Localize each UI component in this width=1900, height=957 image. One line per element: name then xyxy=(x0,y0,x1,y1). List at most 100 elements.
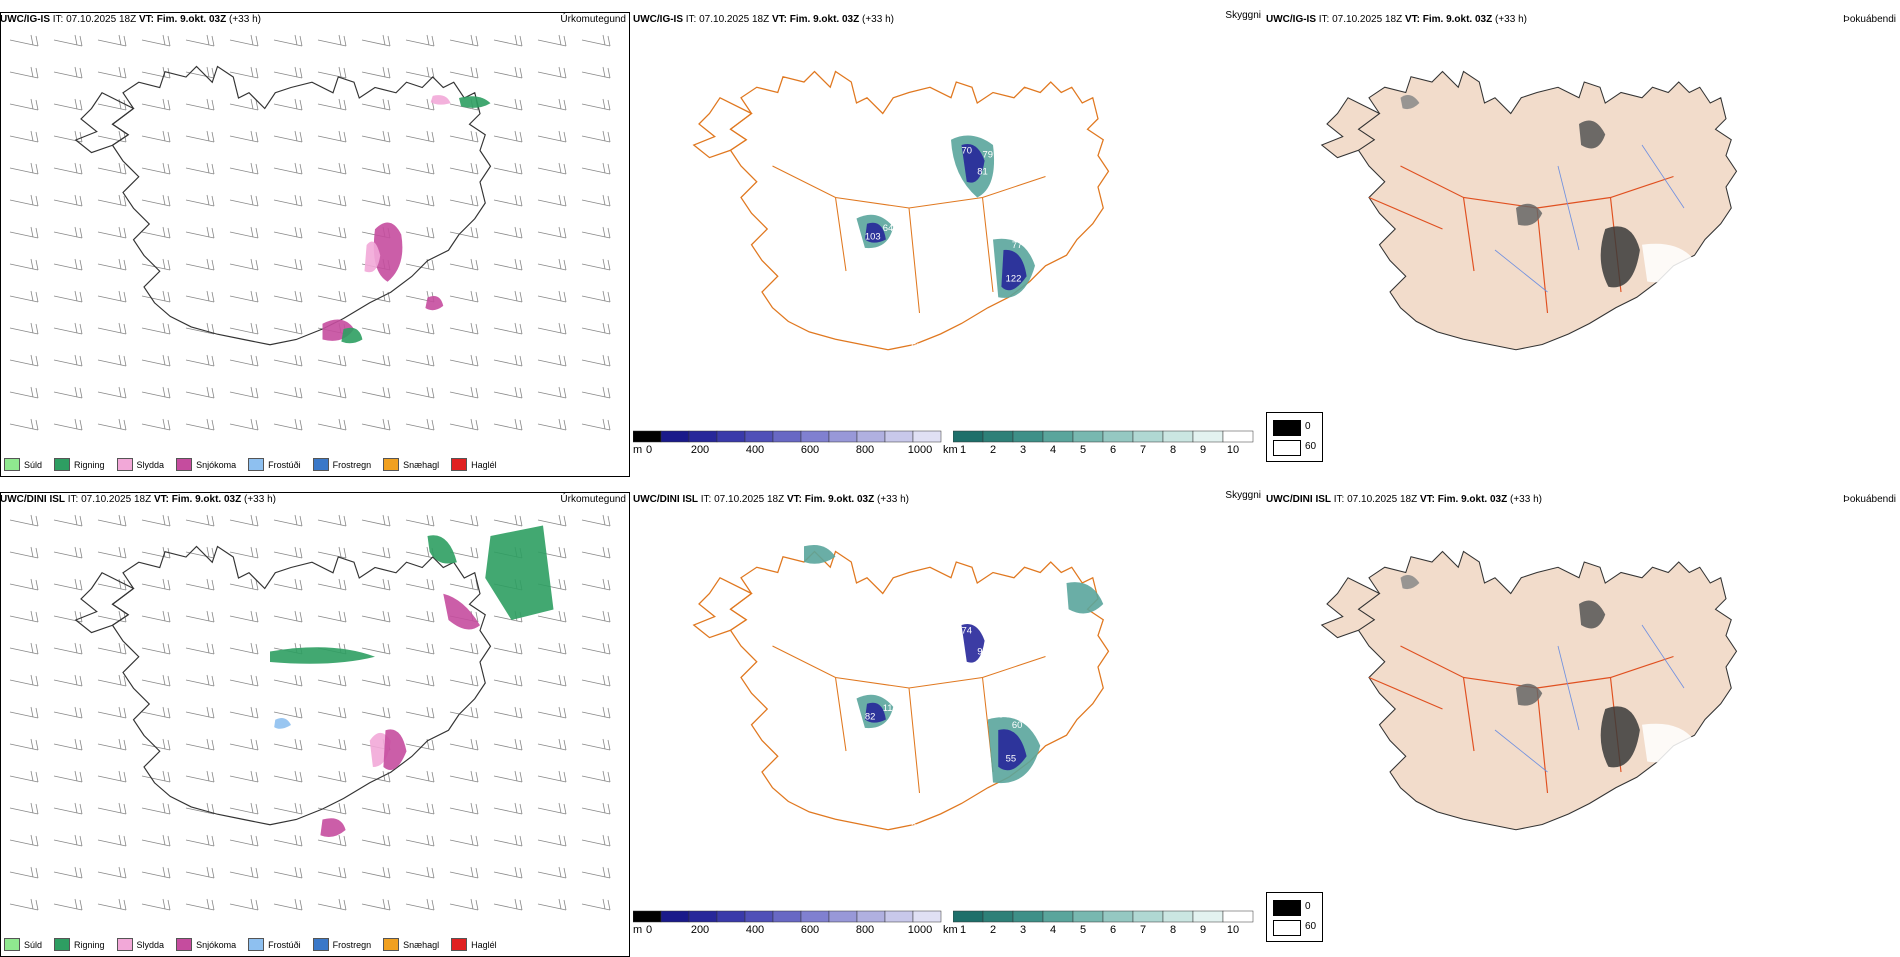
precip-type-title: Úrkomutegund xyxy=(560,14,626,25)
legend-label: Rigning xyxy=(74,939,105,950)
wind-barb xyxy=(141,322,171,335)
ceiling-label: 11 xyxy=(883,703,893,714)
wind-barb xyxy=(273,610,303,623)
visibility-bin xyxy=(953,910,984,923)
wind-barb xyxy=(53,322,83,335)
wind-barb xyxy=(185,770,215,783)
ceiling-bin xyxy=(828,430,858,443)
wind-barb xyxy=(229,706,259,719)
visibility-tick: 3 xyxy=(1019,444,1027,456)
valid-time-label: VT: xyxy=(1404,14,1420,25)
precip-legend: Súld Rigning Slydda Snjókoma Frostúði Frostre… xyxy=(4,938,497,951)
wind-barb xyxy=(537,258,567,271)
wind-barb xyxy=(53,706,83,719)
wind-barb xyxy=(141,674,171,687)
wind-barb xyxy=(53,546,83,559)
wind-barb xyxy=(449,258,479,271)
wind-barb xyxy=(581,354,611,367)
wind-barb xyxy=(361,386,391,399)
valid-time: Fim. 9.okt. 03Z xyxy=(156,14,227,25)
ceiling-label: 74 xyxy=(962,625,973,636)
precip-area xyxy=(430,95,451,105)
init-time: IT: 07.10.2025 18Z xyxy=(52,14,137,25)
valid-time: Fim. 9.okt. 03Z xyxy=(804,494,875,505)
wind-barb xyxy=(141,34,171,47)
wind-barb xyxy=(317,866,347,879)
ceiling-bin xyxy=(772,910,802,923)
wind-barb xyxy=(405,514,435,527)
panel-title: UWC/IG-IS IT: 07.10.2025 18Z VT: Fim. 9.… xyxy=(0,14,261,25)
wind-barb xyxy=(185,642,215,655)
wind-barb xyxy=(229,418,259,431)
init-time: IT: 07.10.2025 18Z xyxy=(67,494,152,505)
wind-barb xyxy=(449,642,479,655)
wind-barb xyxy=(97,898,127,911)
model-name: UWC/IG-IS xyxy=(633,14,683,25)
legend-item: Haglél xyxy=(451,938,497,951)
roads xyxy=(772,165,1046,314)
lead-time: (+33 h) xyxy=(877,494,909,505)
wind-barb xyxy=(53,674,83,687)
fog-legend-swatch xyxy=(1273,420,1301,436)
wind-barb xyxy=(53,386,83,399)
wind-barb xyxy=(537,34,567,47)
wind-barb xyxy=(273,418,303,431)
ceiling-label: 103 xyxy=(865,231,881,242)
ceiling-label: 06 xyxy=(930,701,941,712)
wind-barb xyxy=(449,770,479,783)
wind-barb xyxy=(317,98,347,111)
wind-barb xyxy=(9,386,39,399)
visibility-tick: 8 xyxy=(1169,924,1177,936)
ceiling-tick: 800 xyxy=(855,924,875,936)
wind-barb xyxy=(185,738,215,751)
wind-barb xyxy=(449,898,479,911)
wind-barb xyxy=(185,514,215,527)
rivers xyxy=(1494,144,1685,293)
wind-barb xyxy=(229,642,259,655)
wind-barb xyxy=(97,578,127,591)
wind-barb xyxy=(581,738,611,751)
init-time: IT: 07.10.2025 18Z xyxy=(1333,494,1418,505)
wind-barb xyxy=(405,642,435,655)
wind-barb xyxy=(97,418,127,431)
wind-barb xyxy=(493,98,523,111)
land xyxy=(1357,70,1738,351)
fog-legend-swatch xyxy=(1273,920,1301,936)
wind-barb xyxy=(229,290,259,303)
legend-item: Frostúði xyxy=(248,458,301,471)
ceiling-bin xyxy=(828,910,858,923)
wind-barb xyxy=(53,770,83,783)
legend-item: Frostúði xyxy=(248,938,301,951)
wind-barb xyxy=(273,578,303,591)
wind-barb xyxy=(405,834,435,847)
legend-label: Frostúði xyxy=(268,459,301,470)
visibility-bin xyxy=(1192,430,1224,443)
wind-barb xyxy=(405,866,435,879)
legend-item: Frostregn xyxy=(312,458,371,471)
visibility-ticks: 1 2 3 4 5 6 7 8 9 10 xyxy=(960,924,1263,938)
ceiling-label: 74 xyxy=(998,229,1009,240)
legend-swatch xyxy=(176,938,193,951)
visibility-bin xyxy=(953,430,984,443)
wind-barb xyxy=(53,66,83,79)
ceiling-label: 65 xyxy=(1051,780,1062,791)
wind-barb xyxy=(361,802,391,815)
wind-barb xyxy=(449,354,479,367)
wind-barb xyxy=(97,258,127,271)
ceiling-bin xyxy=(633,910,662,923)
wind-barb xyxy=(361,66,391,79)
fog-area xyxy=(1642,723,1695,763)
ceiling-bin xyxy=(912,430,942,443)
wind-barb xyxy=(317,610,347,623)
ceiling-label: 70 xyxy=(962,145,973,156)
wind-barb xyxy=(141,162,171,175)
wind-barb xyxy=(53,578,83,591)
model-name: UWC/DINI ISL xyxy=(633,494,698,505)
wind-barb xyxy=(273,770,303,783)
wind-barb xyxy=(273,386,303,399)
wind-barb xyxy=(97,738,127,751)
wind-barb xyxy=(53,130,83,143)
wind-barb xyxy=(361,866,391,879)
wind-barb xyxy=(581,66,611,79)
legend-swatch xyxy=(116,938,133,951)
